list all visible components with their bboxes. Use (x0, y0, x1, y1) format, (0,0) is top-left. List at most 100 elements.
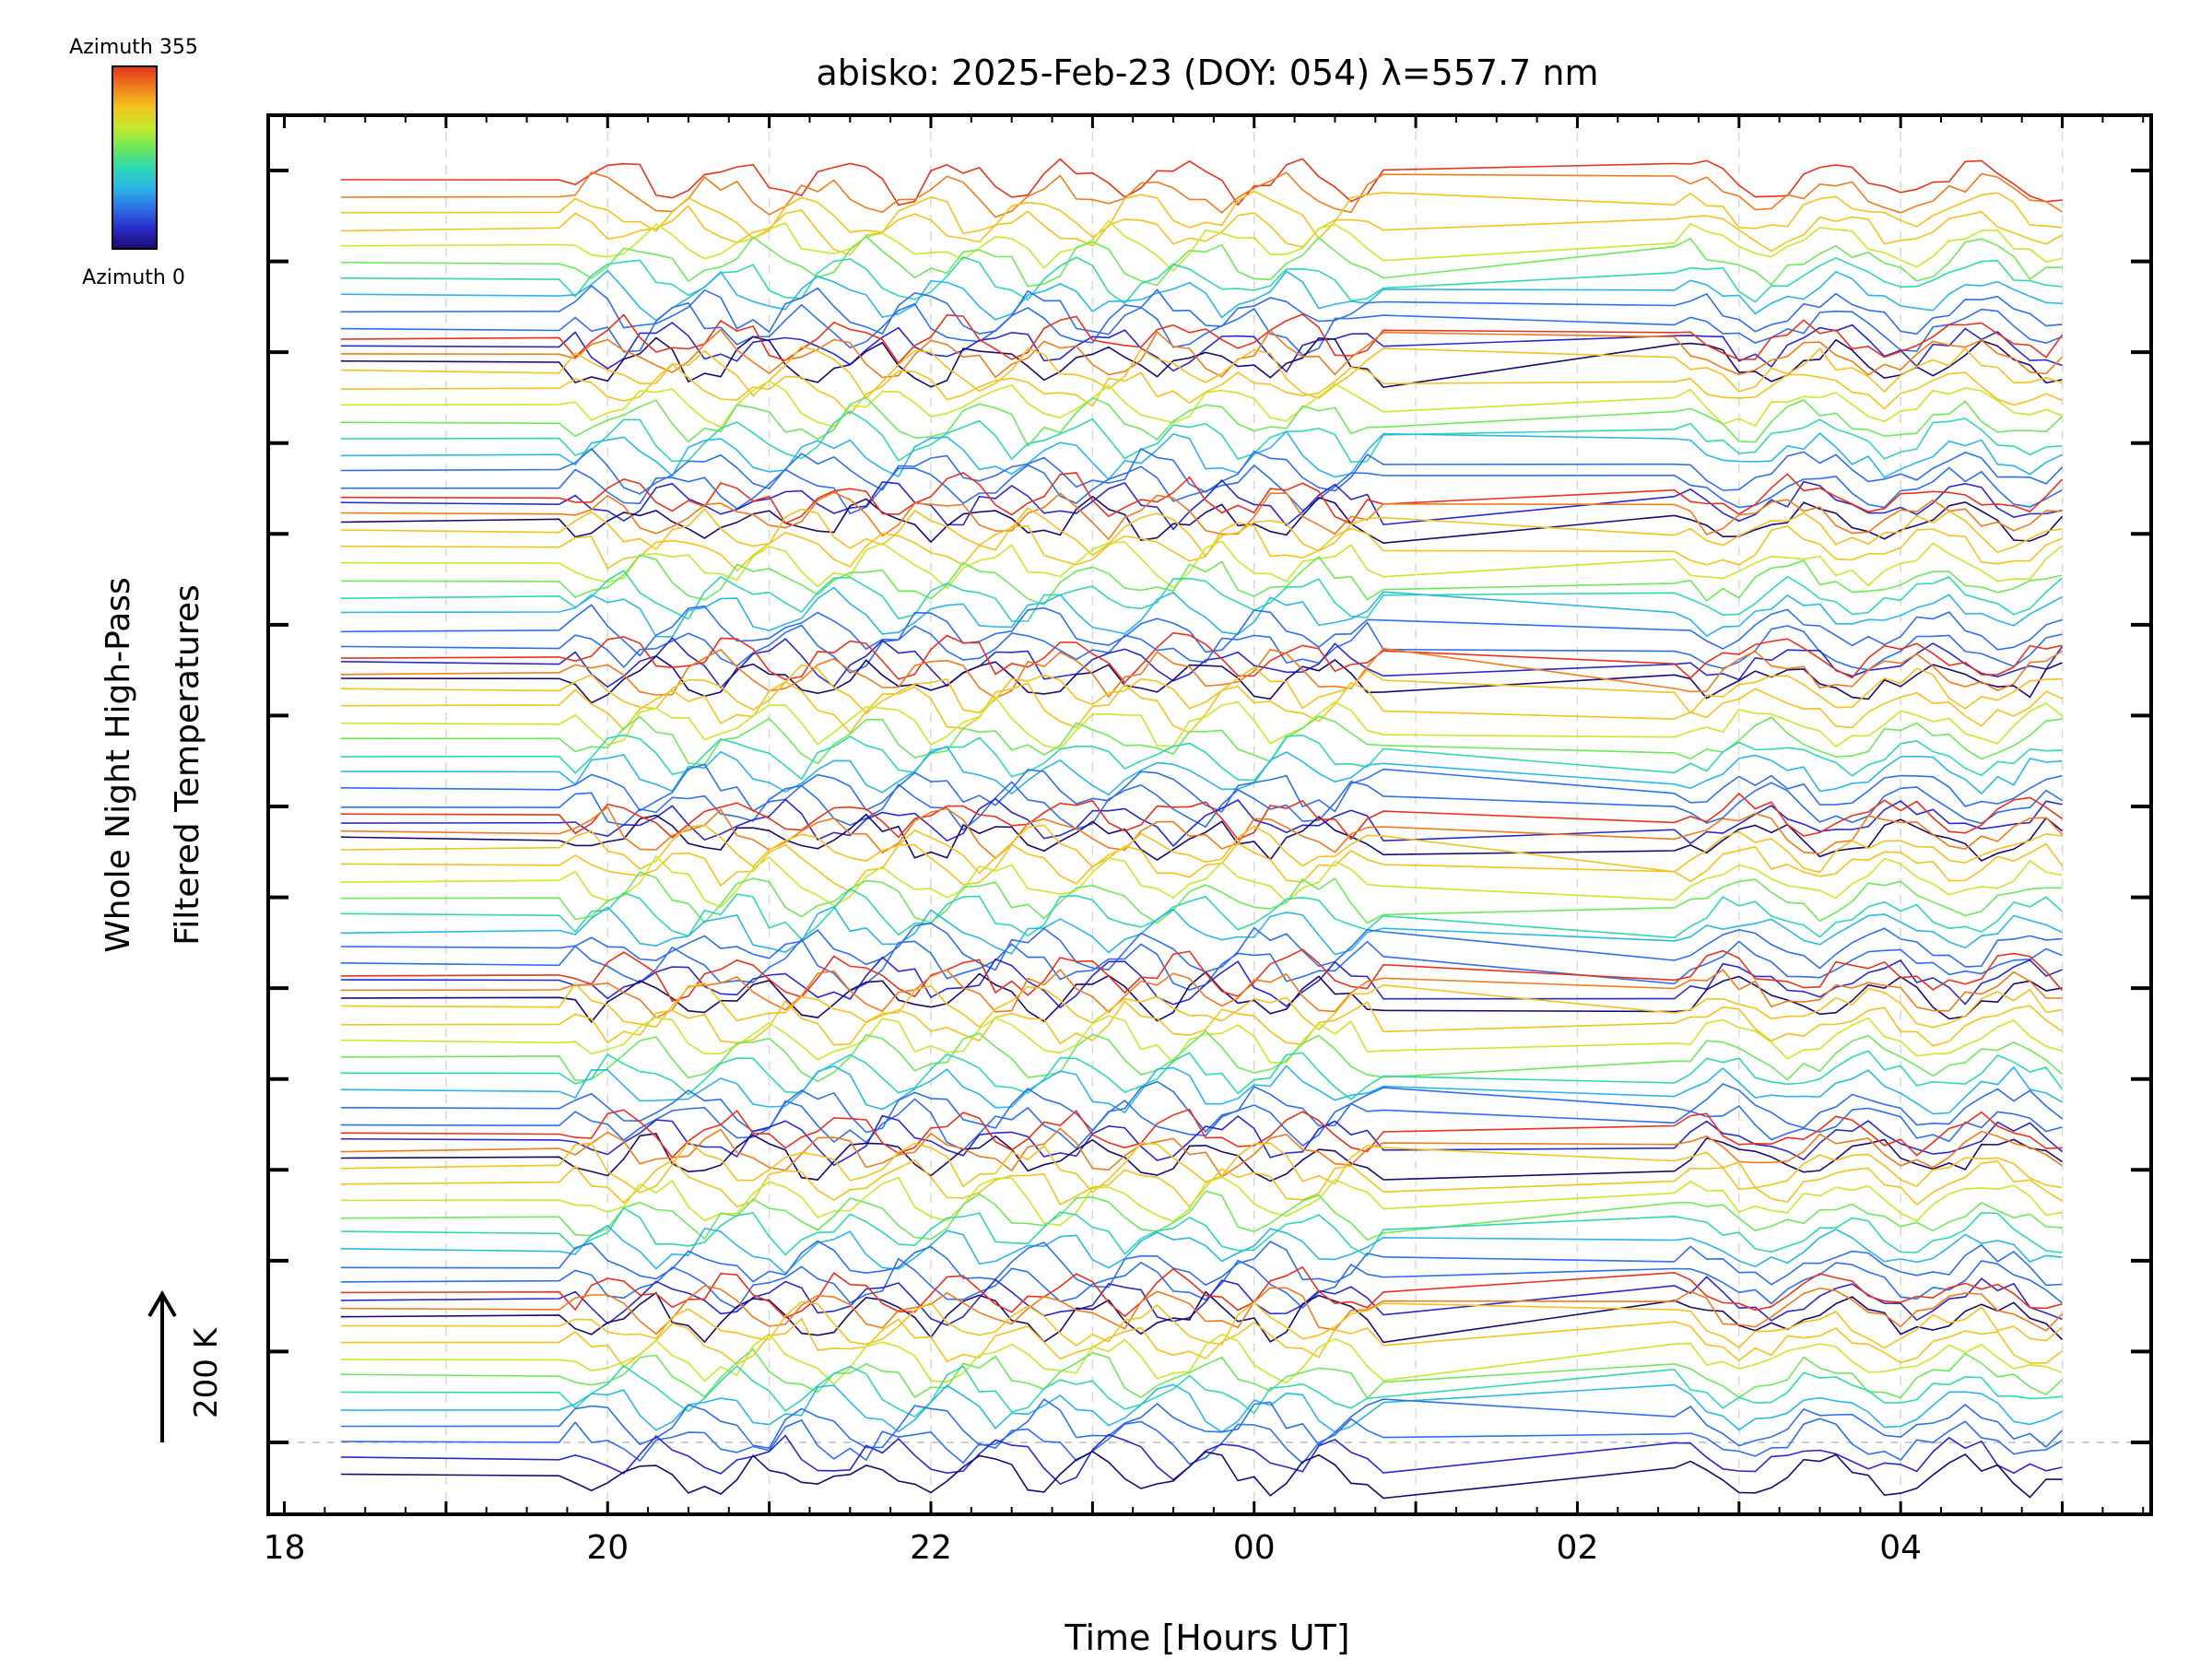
series-line (340, 696, 2063, 750)
series-line (340, 1176, 2063, 1227)
series-line (340, 328, 2064, 379)
series-line (340, 1159, 2063, 1208)
series-line (340, 301, 2063, 357)
scale-indicator: 200 K (147, 1290, 225, 1442)
series-line (340, 1398, 2064, 1450)
series-line (340, 841, 2064, 893)
plot-frame (266, 113, 2153, 1516)
series-line (340, 888, 2064, 941)
x-tick-label: 00 (1233, 1529, 1276, 1567)
x-axis-label: Time [Hours UT] (1064, 1618, 1349, 1658)
series-line (340, 734, 2063, 782)
series-line (340, 922, 2063, 973)
series-line (340, 745, 2063, 796)
series-line (340, 335, 2063, 389)
chart-title: abisko: 2025-Feb-23 (DOY: 054) λ=557.7 n… (816, 53, 1598, 93)
series-line (340, 806, 2064, 860)
series-line (340, 1206, 2063, 1257)
series-line (340, 380, 2063, 429)
series-line (340, 1290, 2064, 1344)
series-line (340, 1140, 2063, 1194)
series-line (340, 1133, 2063, 1182)
series-line (340, 1127, 2063, 1179)
series-line (340, 854, 2063, 909)
series-line (340, 322, 2063, 373)
x-tick-label: 22 (910, 1529, 952, 1567)
scale-label: 200 K (188, 1326, 225, 1418)
series-layer (340, 158, 2064, 1500)
scale-arrow-icon (147, 1290, 177, 1318)
series-line (340, 1332, 2063, 1385)
series-line (340, 158, 2063, 206)
series-line (340, 1080, 2063, 1134)
series-line (340, 1030, 2064, 1083)
series-line (340, 905, 2063, 956)
series-line (340, 797, 2063, 848)
series-line (340, 1190, 2063, 1241)
colorbar-bottom-label: Azimuth 0 (82, 266, 185, 289)
series-line (340, 255, 2063, 305)
series-line (340, 824, 2063, 875)
series-line (340, 1108, 2063, 1159)
x-tick-label: 20 (586, 1529, 629, 1567)
series-line (340, 522, 2063, 572)
series-line (340, 429, 2063, 481)
series-line (340, 637, 2064, 689)
series-line (340, 1114, 2064, 1167)
colorbar-gradient (112, 65, 158, 250)
series-line (340, 956, 2063, 1009)
series-line (340, 540, 2064, 590)
colorbar-top-label: Azimuth 355 (69, 36, 198, 59)
series-line (340, 1257, 2064, 1310)
series-line (340, 478, 2063, 531)
series-line (340, 1015, 2063, 1065)
series-line (340, 1050, 2064, 1100)
series-line (340, 1285, 2064, 1335)
series-line (340, 235, 2063, 288)
series-line (340, 171, 2063, 218)
x-tick-labels: 18 20 22 00 02 04 (264, 1529, 1922, 1567)
series-line (340, 968, 2063, 1019)
series-line (340, 1418, 2063, 1465)
series-line (340, 780, 2063, 831)
series-line (340, 219, 2063, 273)
x-tick-label: 04 (1879, 1529, 1922, 1567)
series-line (340, 680, 2063, 734)
series-line (340, 1300, 2064, 1349)
series-line (340, 813, 2064, 862)
series-line (340, 1347, 2064, 1400)
series-line (340, 871, 2063, 924)
series-line (340, 205, 2063, 256)
series-line (340, 631, 2063, 684)
series-line (340, 1450, 2063, 1500)
series-line (340, 664, 2063, 715)
series-line (340, 1383, 2063, 1433)
series-line (340, 971, 2063, 1024)
series-line (340, 604, 2063, 657)
series-line (340, 491, 2063, 541)
y-axis-label-line-2: Filtered Temperatures (169, 584, 206, 946)
plot-area: 18 20 22 00 02 04 (264, 113, 2153, 1567)
series-line (340, 647, 2063, 700)
series-line (340, 1364, 2063, 1418)
y-axis-label: Whole Night High-Pass Filtered Temperatu… (100, 577, 206, 953)
series-line (340, 948, 2064, 1002)
series-line (340, 410, 2063, 464)
series-line (340, 313, 2064, 365)
series-line (340, 362, 2063, 416)
series-line (340, 447, 2064, 495)
series-line (340, 715, 2063, 766)
series-line (340, 1240, 2063, 1288)
series-line (340, 1265, 2063, 1319)
series-line (340, 1224, 2063, 1275)
x-tick-label: 02 (1557, 1529, 1599, 1567)
series-line (340, 763, 2063, 813)
series-line (340, 570, 2064, 622)
series-line (340, 621, 2063, 674)
series-line (340, 1433, 2063, 1486)
series-line (340, 1317, 2063, 1369)
y-axis-label-line-1: Whole Night High-Pass (100, 577, 137, 953)
series-line (340, 396, 2064, 448)
series-line (340, 1098, 2063, 1151)
series-line (340, 586, 2063, 638)
